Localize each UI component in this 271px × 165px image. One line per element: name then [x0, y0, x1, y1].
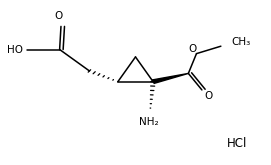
- Text: O: O: [205, 91, 213, 101]
- Text: O: O: [188, 44, 196, 54]
- Polygon shape: [152, 73, 188, 83]
- Text: CH₃: CH₃: [232, 37, 251, 47]
- Text: O: O: [54, 11, 62, 21]
- Text: HO: HO: [7, 45, 23, 55]
- Text: HCl: HCl: [227, 137, 247, 150]
- Text: NH₂: NH₂: [139, 117, 158, 127]
